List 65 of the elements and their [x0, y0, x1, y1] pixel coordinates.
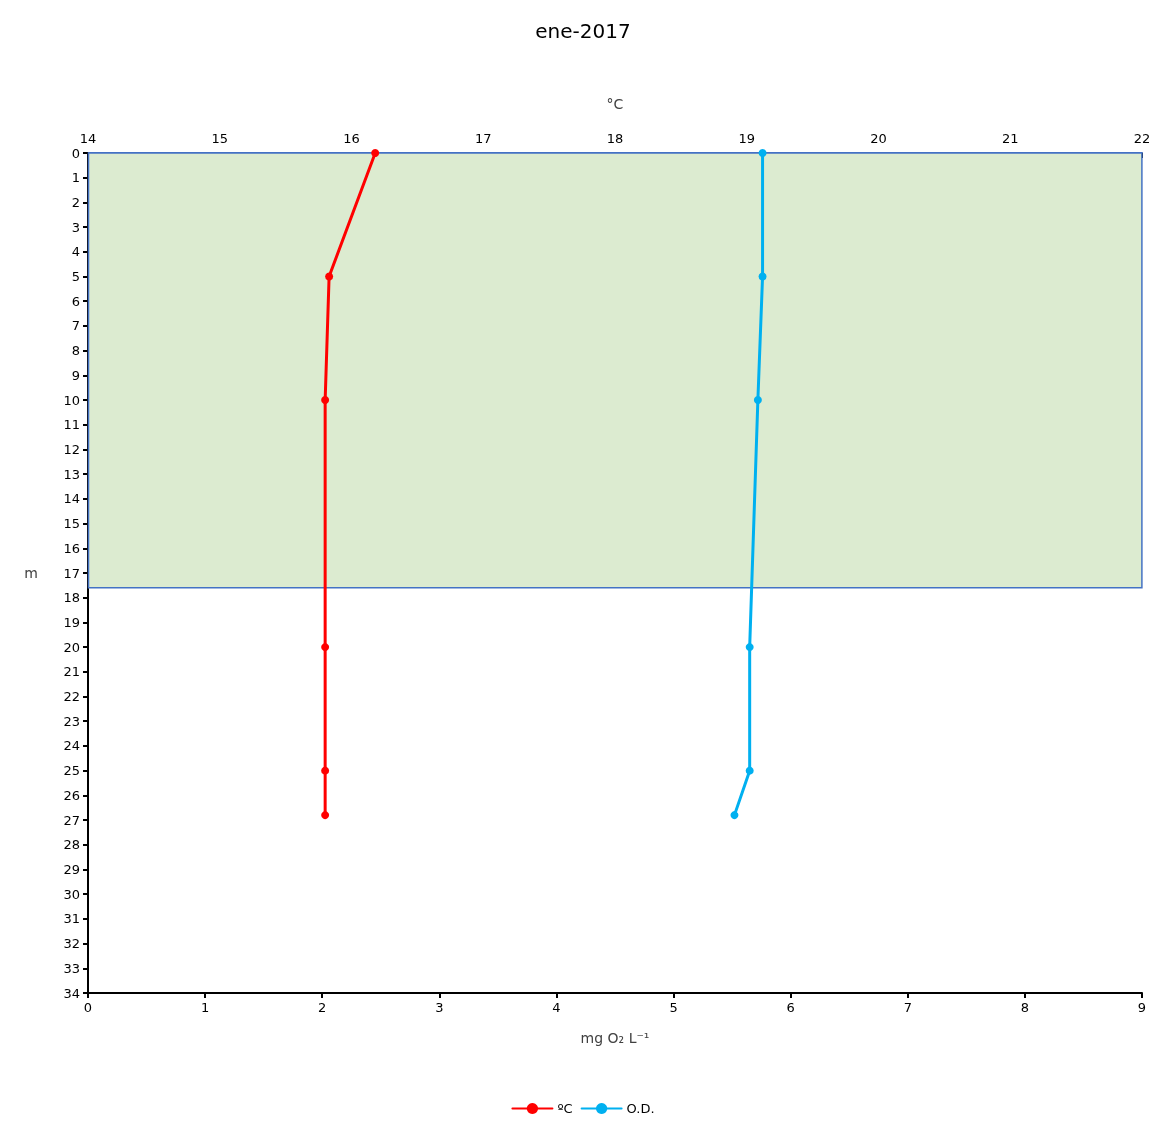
legend-label: ºC: [557, 1101, 573, 1116]
x-tick-label: 6: [786, 1000, 795, 1015]
y-tick-label: 19: [63, 614, 80, 630]
y-tick-label: 2: [71, 194, 80, 210]
y-tick-label: 6: [71, 293, 80, 309]
point: [753, 396, 762, 405]
y-tick-label: 15: [63, 516, 80, 532]
x-tick-label: 0: [83, 1000, 93, 1015]
y-tick-label: 13: [63, 466, 80, 482]
x-tick-label: 1: [200, 1000, 210, 1015]
y-tick-label: 33: [63, 960, 80, 976]
y-tick-label: 16: [63, 540, 80, 556]
x2-tick-label: 16: [343, 131, 360, 146]
point: [745, 766, 754, 775]
x2-tick-label: 19: [738, 131, 756, 146]
point: [758, 272, 767, 281]
x-tick-label: 2: [318, 1000, 327, 1015]
x-tick-label: 3: [435, 1000, 444, 1015]
y-tick-label: 11: [63, 417, 80, 433]
x-tick-label: 4: [552, 1000, 561, 1015]
y-tick-label: 17: [63, 565, 80, 581]
y-tick-label: 7: [71, 318, 80, 334]
y-tick-label: 8: [71, 343, 80, 359]
y-tick-label: 24: [63, 738, 80, 754]
y-tick-label: 12: [63, 441, 80, 457]
x2-tick-label: 18: [606, 131, 624, 146]
y-tick-label: 30: [63, 886, 80, 902]
y-tick-label: 10: [63, 392, 80, 408]
y-tick-label: 34: [63, 985, 80, 1001]
y-tick-label: 14: [63, 491, 80, 507]
y-tick-label: 9: [71, 367, 80, 383]
x2-tick-label: 17: [474, 131, 492, 146]
point: [758, 149, 767, 157]
y-tick-label: 32: [63, 936, 80, 952]
y-tick-label: 5: [71, 269, 80, 285]
y-tick-label: 4: [71, 244, 80, 260]
x2-tick-label: 20: [870, 131, 887, 146]
x-tick-label: 5: [669, 1000, 678, 1015]
x2-tick-label: 15: [211, 131, 229, 146]
x-tick-label: 8: [1020, 1000, 1030, 1015]
point: [745, 643, 754, 652]
y-tick-label: 20: [63, 639, 80, 655]
y-tick-label: 31: [63, 911, 80, 927]
y-tick-label: 26: [63, 787, 80, 803]
x2-tick-label: 22: [1133, 131, 1151, 146]
x-axis-title: mg O₂ L⁻¹: [580, 1030, 650, 1046]
y-tick-label: 23: [63, 713, 80, 729]
x-tick-label: 7: [903, 1000, 912, 1015]
y-tick-label: 1: [71, 170, 80, 186]
y-tick-label: 0: [71, 145, 80, 161]
y-tick-label: 28: [63, 837, 80, 853]
x2-axis-title: °C: [606, 96, 624, 112]
y-tick-label: 29: [63, 861, 80, 877]
point: [730, 811, 739, 820]
y-tick-label: 22: [63, 689, 80, 705]
y-tick-label: 21: [63, 664, 80, 680]
legend-label: O.D.: [626, 1101, 655, 1116]
x-tick-label: 9: [1137, 1000, 1147, 1015]
y-axis-title: m: [24, 565, 38, 581]
y-tick-label: 18: [63, 590, 80, 606]
y-tick-label: 3: [71, 219, 80, 235]
chart-title: ene-2017: [535, 19, 631, 43]
y-tick-label: 27: [63, 812, 80, 828]
x2-tick-label: 21: [1001, 131, 1019, 146]
y-tick-label: 25: [63, 763, 80, 779]
